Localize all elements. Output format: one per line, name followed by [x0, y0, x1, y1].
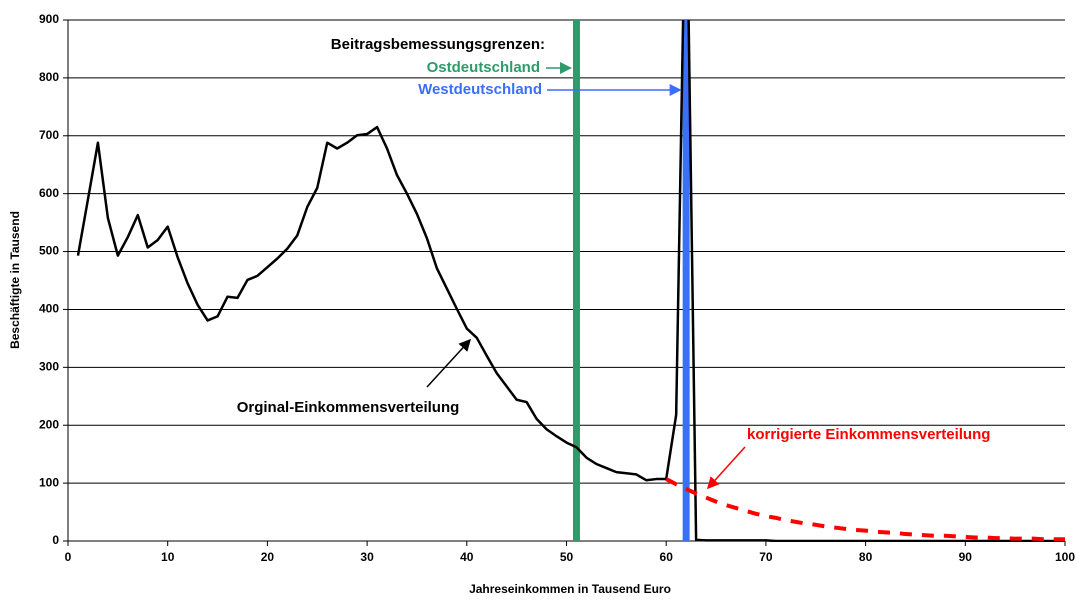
arrow	[426, 338, 472, 388]
plot-area	[76, 20, 1065, 542]
series-line	[665, 477, 1065, 542]
reference-label: Ostdeutschland	[427, 59, 540, 76]
y-tick-label: 100	[39, 475, 59, 489]
x-tick-label: 30	[360, 550, 374, 564]
y-tick-label: 600	[39, 186, 59, 200]
y-tick-label: 800	[39, 70, 59, 84]
arrow	[706, 446, 746, 490]
y-tick-label: 500	[39, 244, 59, 258]
y-tick-label: 0	[52, 533, 59, 547]
x-tick-label: 80	[859, 550, 873, 564]
y-tick-label: 700	[39, 128, 59, 142]
reference-label: Westdeutschland	[418, 81, 542, 98]
series-label: korrigierte Einkommensverteilung	[747, 426, 990, 443]
y-tick-label: 300	[39, 360, 59, 374]
x-tick-label: 40	[460, 550, 474, 564]
y-tick-label: 200	[39, 417, 59, 431]
y-tick-label: 900	[39, 12, 59, 26]
x-tick-label: 100	[1055, 550, 1075, 564]
y-axis-label: Beschäftigte in Tausend	[8, 211, 22, 349]
series-label: Orginal-Einkommensverteilung	[237, 399, 460, 416]
x-tick-label: 90	[959, 550, 973, 564]
x-axis-label: Jahreseinkommen in Tausend Euro	[469, 582, 671, 596]
annotation: Beitragsbemessungsgrenzen:	[331, 36, 545, 53]
x-tick-label: 70	[759, 550, 773, 564]
x-tick-label: 10	[161, 550, 175, 564]
x-tick-label: 60	[660, 550, 674, 564]
series-line	[76, 20, 1065, 542]
y-tick-label: 400	[39, 302, 59, 316]
x-tick-label: 20	[261, 550, 275, 564]
x-tick-label: 50	[560, 550, 574, 564]
x-tick-label: 0	[65, 550, 72, 564]
